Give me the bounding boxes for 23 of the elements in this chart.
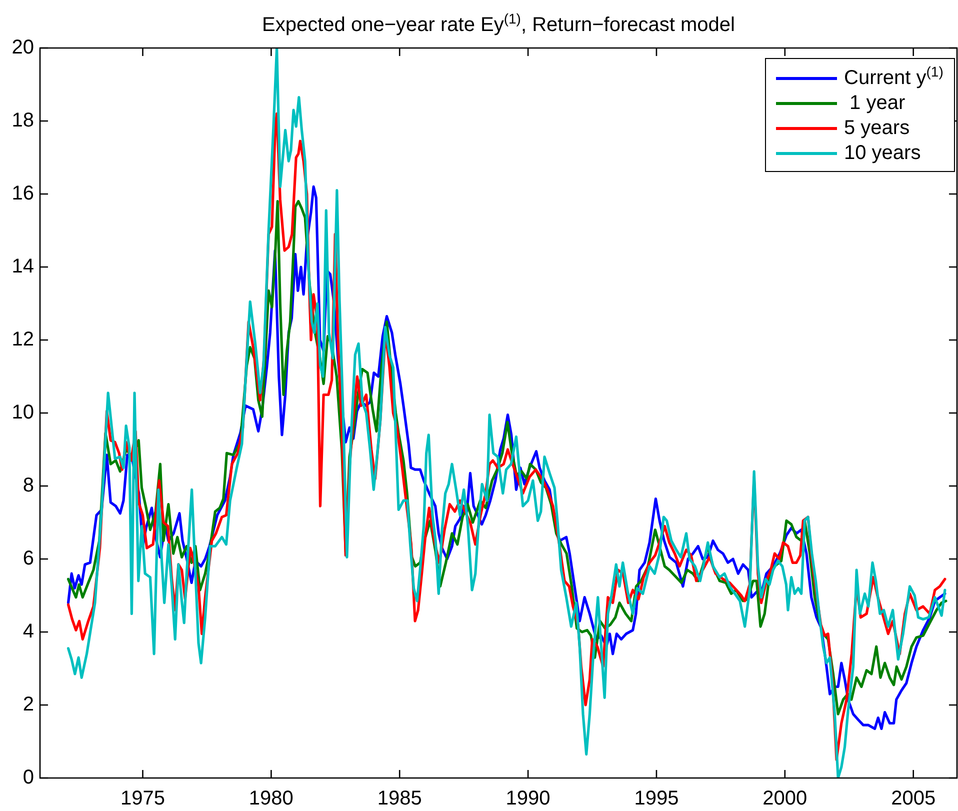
y-tick-label: 18 [12, 110, 34, 132]
y-tick-label: 8 [22, 474, 34, 497]
y-tick-label: 20 [12, 36, 34, 59]
x-tick-label: 1975 [120, 788, 165, 810]
y-tick-label: 14 [12, 256, 34, 278]
x-tick-label: 1995 [634, 788, 679, 810]
legend-label: 5 years [844, 116, 910, 141]
x-tick-label: 1985 [377, 788, 422, 810]
y-tick-label: 10 [12, 402, 34, 424]
legend-label: 1 year [848, 91, 906, 116]
y-tick-label: 2 [22, 694, 34, 716]
x-tick-label: 1990 [506, 788, 550, 810]
y-tick-label: 16 [12, 182, 34, 205]
y-tick-label: 0 [22, 766, 34, 789]
x-tick-label: 1980 [248, 788, 294, 810]
legend-label: Current y$^{(1)}$ [844, 63, 944, 91]
x-tick-label: 2000 [762, 788, 808, 810]
y-tick-label: 12 [12, 328, 34, 351]
y-tick-label: 4 [22, 620, 34, 643]
legend-label: 10 years [844, 141, 921, 166]
chart-title: Expected one−year rate Ey$^{(1)}$, Return−forecast model [262, 10, 735, 37]
x-tick-label: 2005 [891, 788, 936, 810]
y-tick-label: 6 [22, 548, 34, 570]
